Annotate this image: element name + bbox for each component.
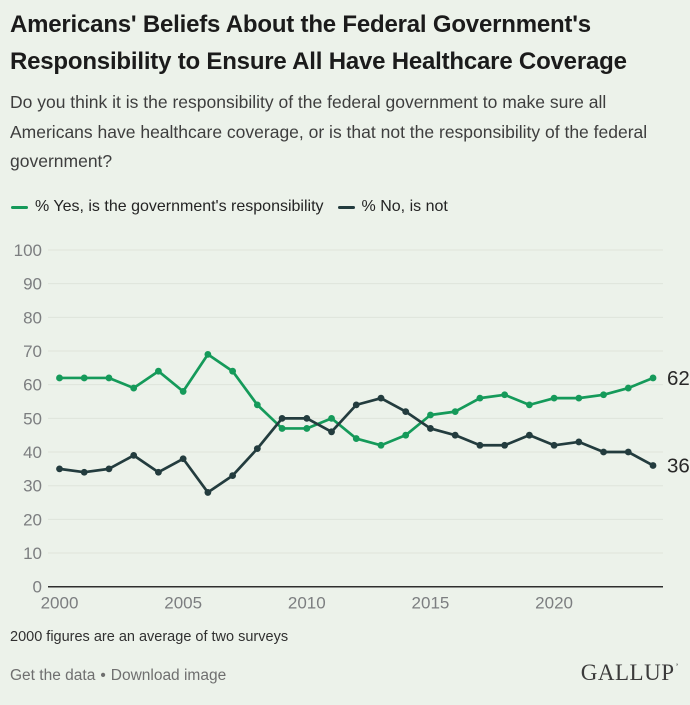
data-point (377, 394, 385, 402)
data-point (179, 455, 187, 463)
data-point (427, 411, 434, 419)
yes-line-swatch-icon (11, 205, 28, 209)
data-point (427, 425, 434, 432)
data-point (204, 489, 212, 496)
data-point (130, 451, 138, 459)
data-point (377, 441, 385, 449)
x-tick-label: 2020 (535, 594, 573, 613)
data-point (550, 441, 558, 449)
series-line (58, 396, 655, 494)
y-tick-label: 50 (23, 409, 42, 428)
data-point (204, 350, 212, 358)
gallup-logo: GALLUP’ (581, 660, 679, 686)
data-point (105, 374, 113, 382)
download-image-link[interactable]: Download image (110, 667, 227, 684)
data-point (253, 401, 261, 409)
x-tick-label: 2010 (288, 594, 326, 613)
legend-label-no: % No, is not (361, 198, 448, 215)
series-line (58, 353, 655, 447)
data-point (476, 394, 484, 402)
data-point (229, 472, 237, 479)
y-tick-label: 0 (33, 578, 42, 597)
legend-item-no: % No, is not (337, 198, 448, 216)
data-point (525, 431, 533, 439)
series-end-label: 36 (667, 454, 690, 477)
data-point (80, 374, 88, 382)
data-point (328, 414, 335, 422)
data-point (303, 425, 311, 432)
y-tick-label: 90 (23, 275, 42, 294)
data-point (105, 465, 113, 473)
data-point (56, 374, 63, 382)
data-point (501, 441, 509, 449)
get-the-data-link[interactable]: Get the data (10, 667, 96, 684)
data-point (476, 441, 484, 449)
data-point (278, 414, 286, 422)
data-point (649, 462, 657, 469)
data-point (575, 394, 583, 402)
footer-links: Get the data • Download image (10, 667, 226, 685)
data-point (550, 394, 558, 402)
data-point (253, 445, 261, 453)
y-tick-label: 70 (23, 342, 42, 361)
data-point (649, 374, 657, 382)
footer-separator: • (100, 667, 106, 684)
data-point (451, 408, 459, 416)
series-end-label: 62 (667, 367, 690, 390)
data-point (352, 401, 360, 409)
gallup-logo-text: GALLUP (580, 660, 675, 685)
data-point (155, 468, 162, 476)
data-point (278, 425, 286, 432)
data-point (56, 465, 63, 473)
y-tick-label: 30 (23, 477, 42, 496)
chart-subtitle: Do you think it is the responsibility of… (10, 92, 648, 171)
data-point (80, 468, 88, 476)
chart-footnote: 2000 figures are an average of two surve… (10, 629, 289, 645)
y-tick-label: 100 (14, 241, 42, 260)
data-point (352, 435, 360, 442)
data-point (179, 388, 187, 395)
data-point (600, 391, 607, 399)
y-tick-label: 40 (23, 443, 42, 462)
x-tick-label: 2000 (41, 594, 79, 613)
gallup-trademark-icon: ’ (675, 662, 679, 672)
data-point (229, 367, 237, 375)
data-point (155, 367, 162, 375)
y-tick-label: 10 (23, 544, 42, 563)
x-tick-label: 2005 (164, 594, 202, 613)
data-point (501, 391, 509, 399)
data-point (624, 448, 632, 456)
data-point (600, 448, 607, 456)
x-tick-label: 2015 (412, 594, 450, 613)
legend-label-yes: % Yes, is the government's responsibilit… (35, 198, 324, 215)
data-point (402, 431, 410, 439)
legend-item-yes: % Yes, is the government's responsibilit… (11, 198, 324, 216)
data-point (402, 408, 410, 416)
data-point (130, 384, 138, 392)
data-point (328, 428, 335, 436)
y-tick-label: 60 (23, 376, 42, 395)
line-chart: 0 10 20 30 40 50 60 70 80 90 100 2000 2005 2010 2015 20… (14, 241, 690, 613)
data-point (303, 414, 311, 422)
chart-title: Americans' Beliefs About the Federal Gov… (10, 11, 627, 75)
data-point (525, 401, 533, 409)
y-tick-label: 80 (23, 308, 42, 327)
data-point (624, 384, 632, 392)
no-line-swatch-icon (337, 205, 355, 209)
data-point (575, 438, 583, 446)
y-tick-label: 20 (23, 510, 42, 529)
data-point (451, 431, 459, 439)
chart-legend: % Yes, is the government's responsibilit… (11, 198, 448, 216)
